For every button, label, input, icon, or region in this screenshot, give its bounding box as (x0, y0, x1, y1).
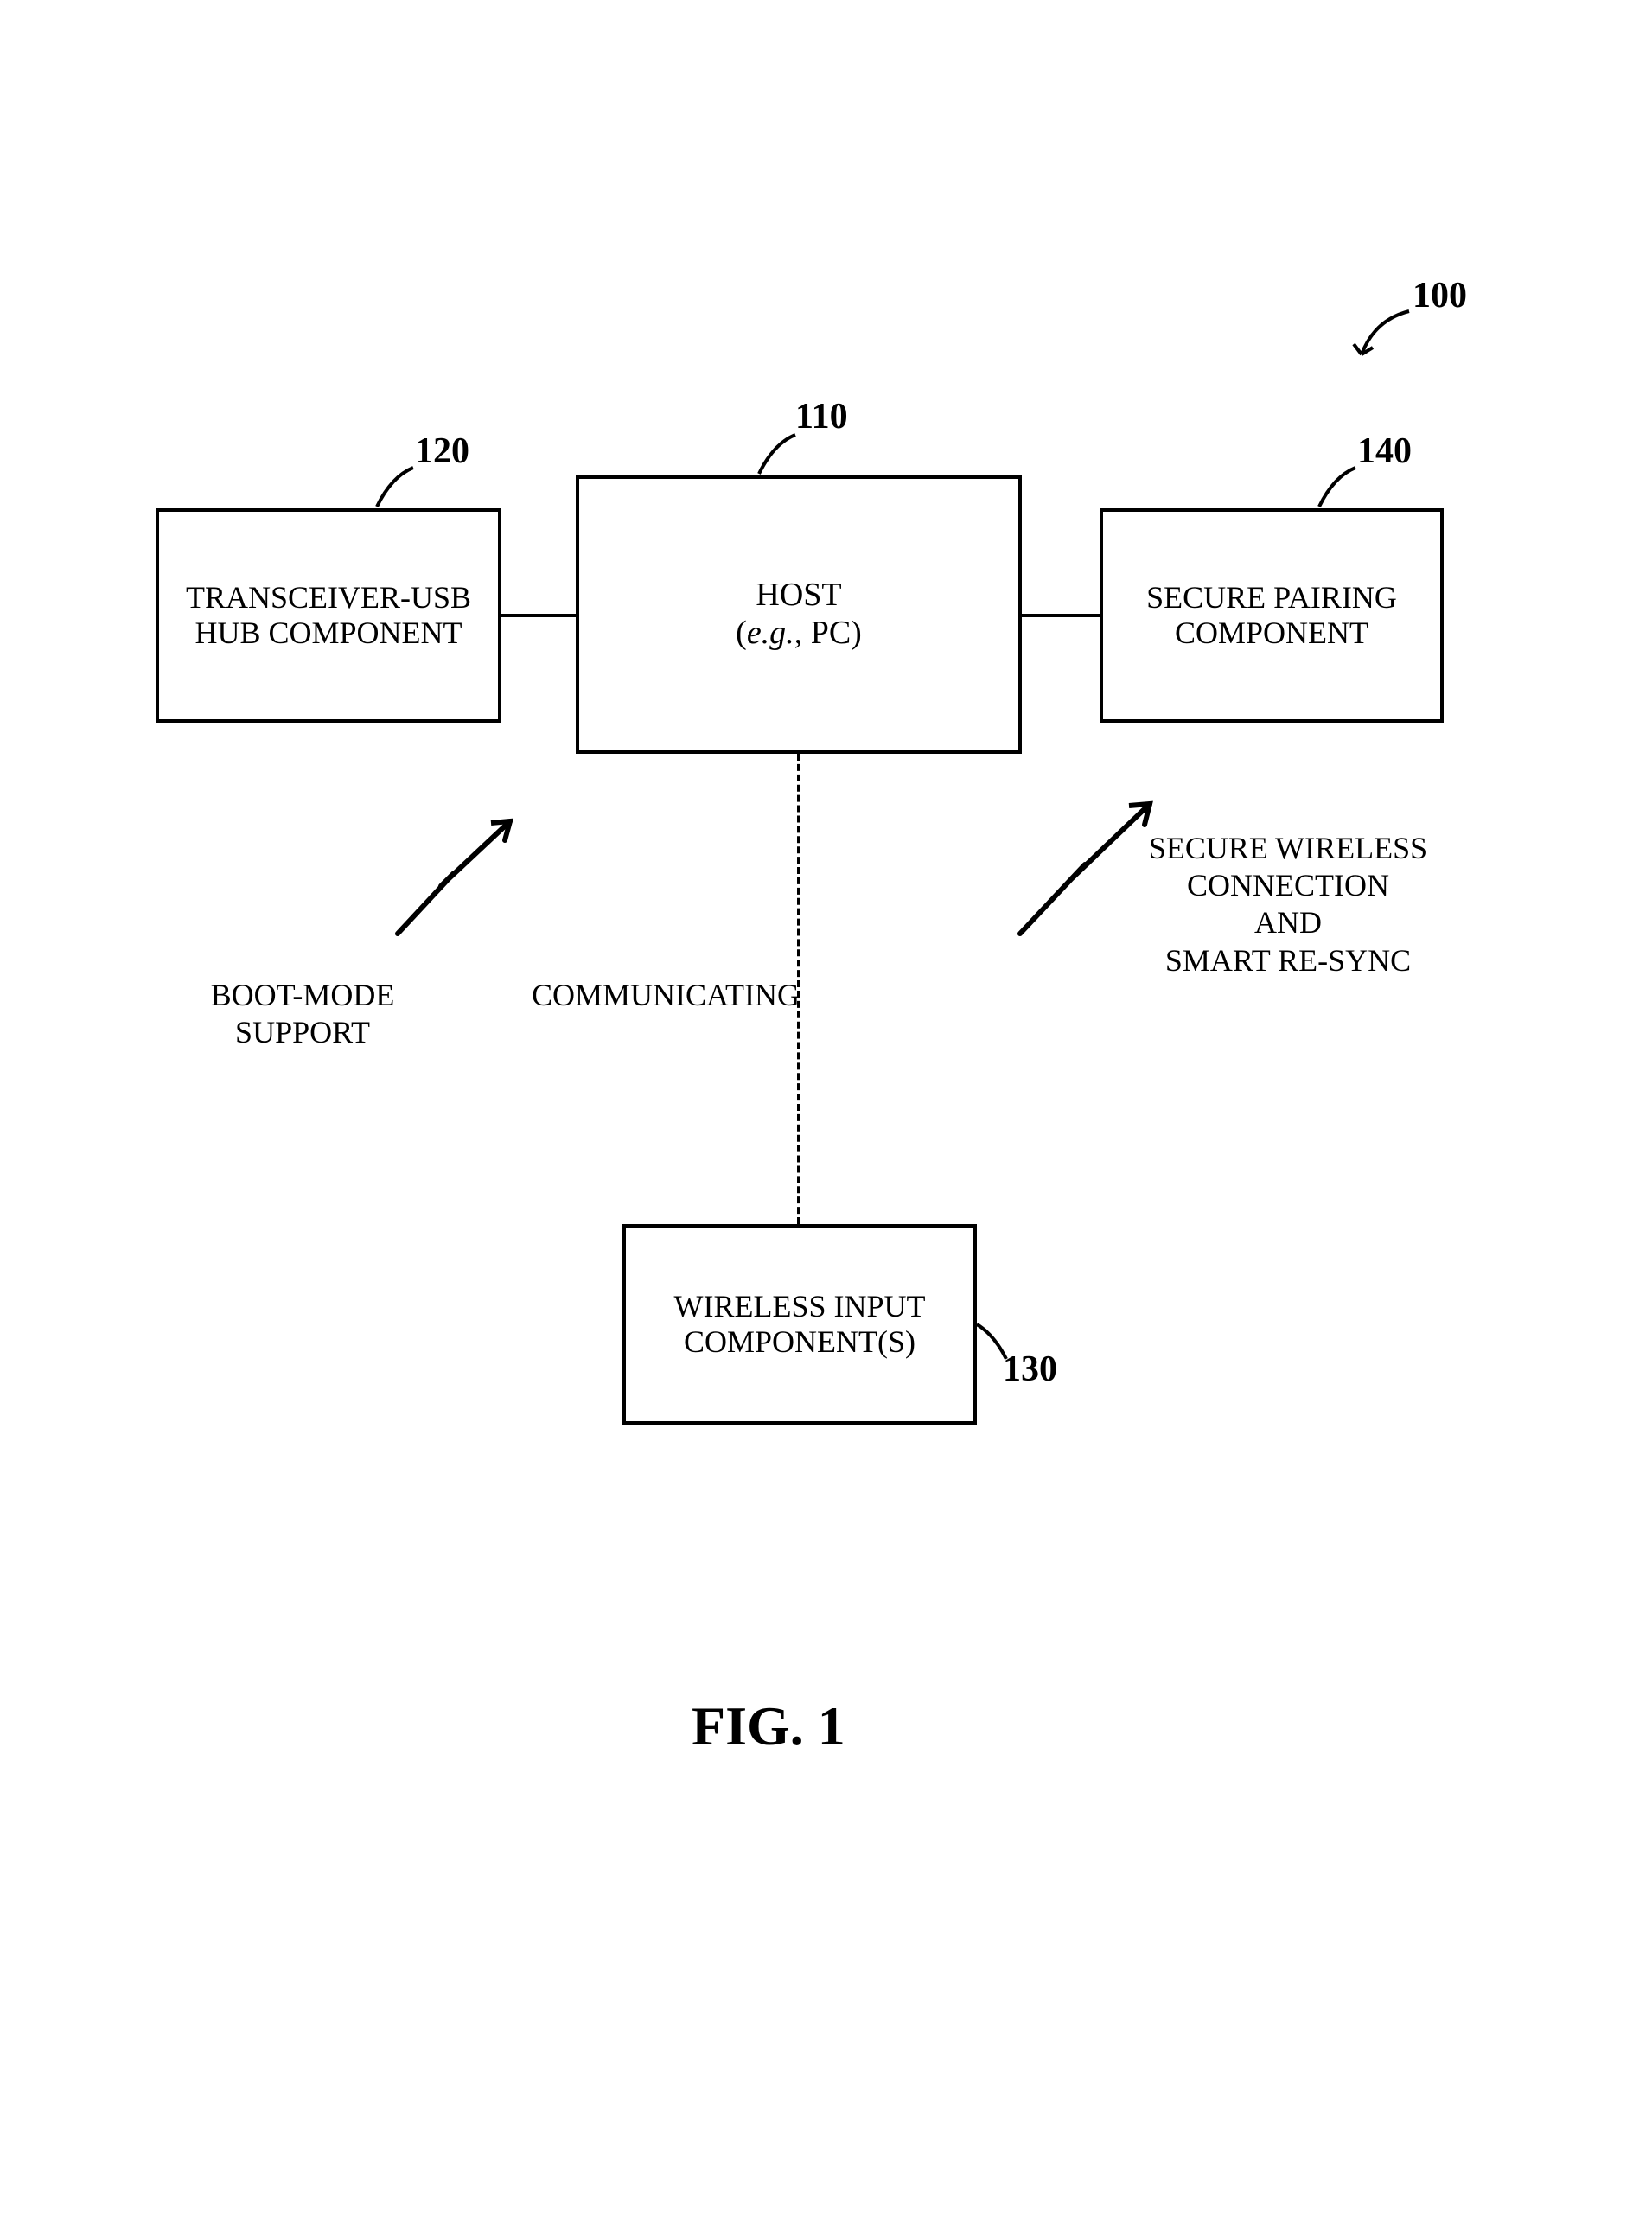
node-wireless-line2: COMPONENT(S) (684, 1324, 915, 1360)
node-transceiver: TRANSCEIVER-USB HUB COMPONENT (156, 508, 501, 723)
ref-140: 140 (1357, 431, 1412, 472)
bolt-left (380, 804, 527, 951)
node-transceiver-line1: TRANSCEIVER-USB (186, 580, 471, 615)
node-secure-pairing-line2: COMPONENT (1175, 615, 1368, 651)
diagram-page: 100 HOST (e.g., PC) 110 TRANSCEIVER-USB … (0, 0, 1652, 2226)
label-communicating: COMMUNICATING (519, 977, 813, 1014)
node-secure-pairing: SECURE PAIRING COMPONENT (1100, 508, 1444, 723)
leader-110 (752, 431, 804, 482)
label-boot-mode-l1: BOOT-MODE (190, 977, 415, 1014)
node-host-line1: HOST (756, 577, 841, 615)
node-transceiver-line2: HUB COMPONENT (195, 615, 462, 651)
node-host-eg: e.g. (747, 615, 794, 651)
node-host-line2: (e.g., PC) (736, 615, 862, 653)
edge-host-securepairing (1022, 614, 1100, 617)
node-host: HOST (e.g., PC) (576, 475, 1022, 754)
edge-transceiver-host (501, 614, 576, 617)
ref-100: 100 (1413, 275, 1467, 316)
leader-140 (1312, 463, 1364, 515)
label-boot-mode: BOOT-MODE SUPPORT (190, 977, 415, 1051)
label-boot-mode-l2: SUPPORT (190, 1014, 415, 1051)
figure-title: FIG. 1 (692, 1694, 845, 1758)
bolt-right (1003, 787, 1167, 951)
node-secure-pairing-line1: SECURE PAIRING (1146, 580, 1397, 615)
leader-130 (970, 1317, 1013, 1369)
leader-100 (1349, 303, 1418, 372)
node-wireless: WIRELESS INPUT COMPONENT(S) (622, 1224, 977, 1425)
node-wireless-line1: WIRELESS INPUT (674, 1289, 926, 1324)
label-communicating-l1: COMMUNICATING (519, 977, 813, 1014)
leader-120 (370, 463, 422, 515)
ref-120: 120 (415, 431, 469, 472)
